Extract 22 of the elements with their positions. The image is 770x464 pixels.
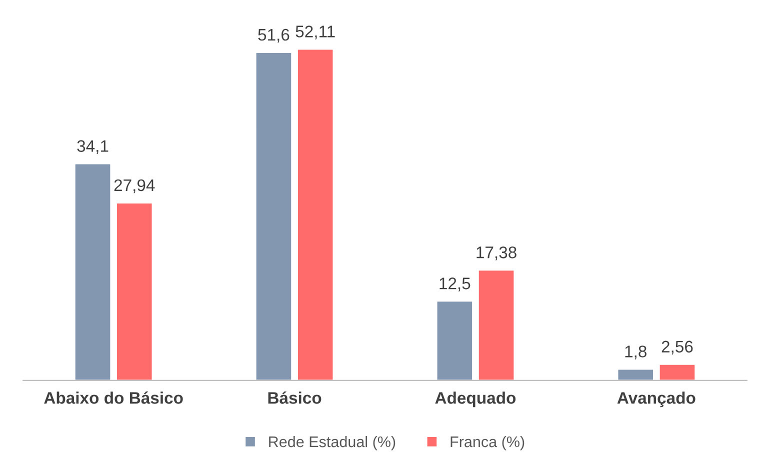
legend-label: Franca (%): [450, 436, 524, 450]
x-tick-label: Avançado: [617, 392, 696, 408]
bar: [116, 202, 154, 380]
x-tick-label: Adequado: [435, 392, 516, 408]
bar: [477, 269, 516, 380]
data-label: 52,11: [296, 26, 335, 40]
bar: [616, 368, 654, 380]
data-label: 12,5: [440, 278, 470, 292]
data-label: 2,56: [662, 340, 693, 355]
bar: [296, 48, 334, 380]
data-label: 34,1: [77, 140, 108, 154]
legend-label: Rede Estadual (%): [269, 436, 396, 450]
bar: [254, 52, 293, 380]
data-label: 27,94: [114, 179, 155, 194]
bar: [436, 300, 474, 380]
x-tick-label: Abaixo do Básico: [44, 391, 183, 404]
data-label: 51,6: [258, 28, 290, 43]
x-tick-label: Básico: [268, 391, 322, 404]
data-label: 17,38: [476, 246, 516, 260]
bar: [658, 364, 696, 380]
bar: [74, 162, 112, 380]
data-label: 1,8: [625, 346, 646, 360]
